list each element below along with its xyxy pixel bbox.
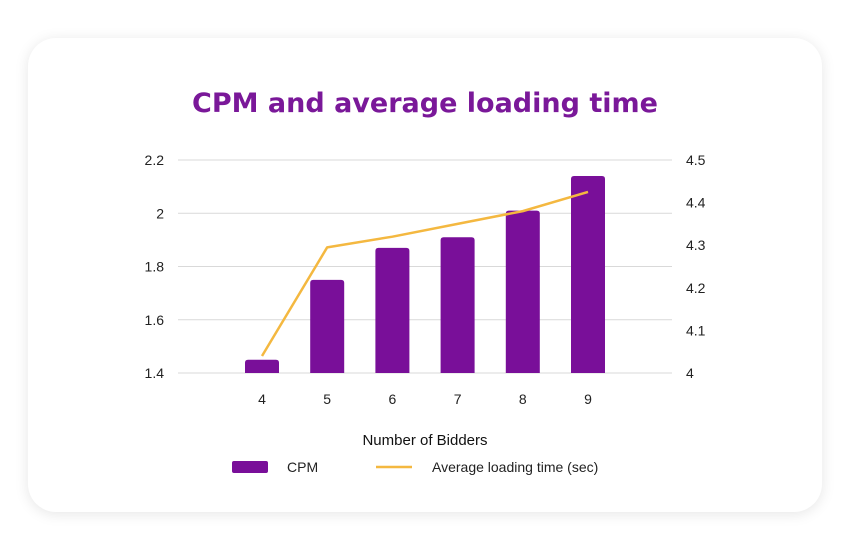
left-y-tick-label: 1.8 [145,259,165,275]
loading-time-line [260,190,589,357]
x-tick-label: 5 [323,391,331,407]
x-tick-label: 6 [389,391,397,407]
left-y-tick-label: 1.6 [145,312,165,328]
left-y-tick-label: 2 [156,205,164,221]
x-tick-label: 8 [519,391,527,407]
x-tick-label: 7 [454,391,462,407]
x-axis-title: Number of Bidders [362,432,487,449]
cpm-bar [571,175,605,373]
cpm-bar [505,210,540,373]
legend-cpm-label: CPM [287,459,318,475]
x-tick-label: 4 [258,391,266,407]
left-y-tick-label: 2.2 [145,152,165,168]
right-y-tick-label: 4 [686,365,694,381]
cpm-bar [310,279,345,373]
cpm-bar [440,237,475,373]
left-y-tick-label: 1.4 [145,365,165,381]
cpm-bar [245,359,279,373]
cpm-bar [375,247,410,373]
right-y-tick-label: 4.1 [686,322,706,338]
right-y-tick-label: 4.2 [686,280,706,296]
legend-cpm-swatch [232,461,268,473]
right-y-tick-label: 4.5 [686,152,706,168]
right-y-tick-label: 4.4 [686,195,706,211]
chart-card [28,38,822,512]
x-tick-label: 9 [584,391,592,407]
right-y-tick-label: 4.3 [686,237,706,253]
chart-title: CPM and average loading time [192,88,658,119]
legend-loading-time-label: Average loading time (sec) [432,459,598,475]
